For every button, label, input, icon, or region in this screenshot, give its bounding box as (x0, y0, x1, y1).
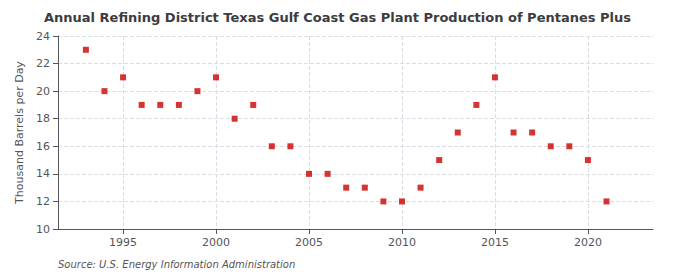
svg-text:22: 22 (36, 57, 50, 70)
svg-text:16: 16 (36, 140, 50, 153)
svg-text:10: 10 (36, 223, 50, 236)
svg-text:24: 24 (36, 30, 50, 43)
svg-text:Thousand Barrels per Day: Thousand Barrels per Day (13, 61, 26, 205)
svg-text:20: 20 (36, 85, 50, 98)
svg-text:2005: 2005 (295, 236, 323, 249)
svg-text:1995: 1995 (109, 236, 137, 249)
svg-text:Source: U.S. Energy Informatio: Source: U.S. Energy Information Administ… (58, 259, 295, 270)
svg-text:2020: 2020 (574, 236, 602, 249)
svg-text:14: 14 (36, 167, 50, 180)
svg-text:2015: 2015 (481, 236, 509, 249)
svg-text:2000: 2000 (202, 236, 230, 249)
svg-text:12: 12 (36, 195, 50, 208)
svg-text:Annual Refining District Texas: Annual Refining District Texas Gulf Coas… (44, 10, 631, 25)
svg-text:18: 18 (36, 112, 50, 125)
svg-text:2010: 2010 (388, 236, 416, 249)
